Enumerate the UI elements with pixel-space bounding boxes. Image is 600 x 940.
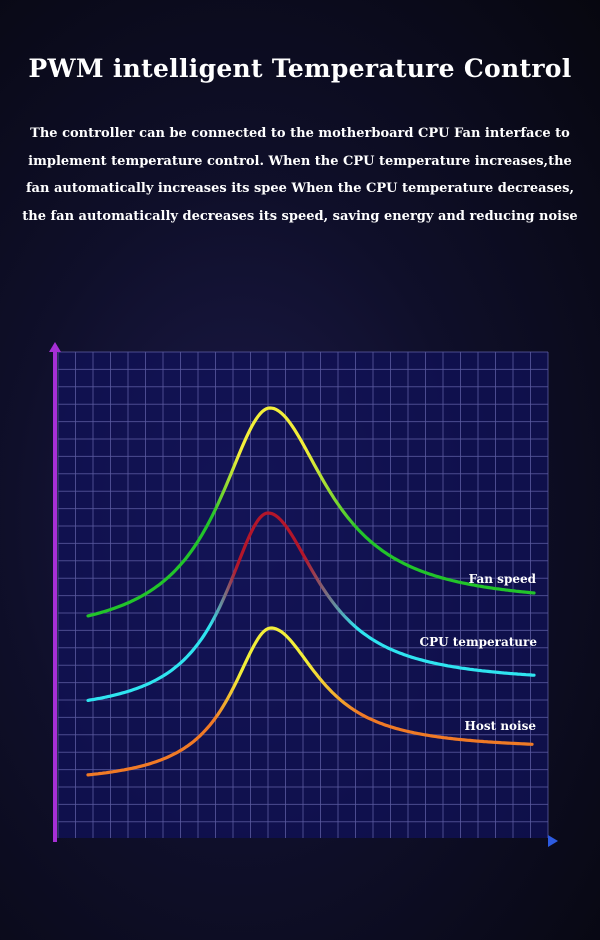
page-title: PWM intelligent Temperature Control bbox=[28, 54, 572, 83]
curve-cpu-temperature bbox=[86, 511, 536, 702]
description: The controller can be connected to the m… bbox=[20, 120, 580, 230]
curves bbox=[86, 406, 536, 777]
label-cpu-temperature: CPU temperature bbox=[420, 635, 538, 649]
description-line: The controller can be connected to the m… bbox=[30, 126, 570, 141]
axes bbox=[49, 342, 558, 847]
curve-host-noise bbox=[86, 626, 534, 777]
description-line: the fan automatically decreases its spee… bbox=[22, 208, 578, 224]
curve-fan-speed bbox=[86, 406, 536, 618]
x-axis-arrow bbox=[548, 835, 558, 847]
label-host-noise: Host noise bbox=[465, 719, 537, 733]
description-line: implement temperature control. When the … bbox=[28, 153, 572, 169]
label-fan-speed: Fan speed bbox=[469, 572, 537, 586]
grid bbox=[57, 351, 549, 838]
y-axis-arrow bbox=[49, 342, 61, 352]
description-line: fan automatically increases its spee Whe… bbox=[25, 181, 575, 196]
